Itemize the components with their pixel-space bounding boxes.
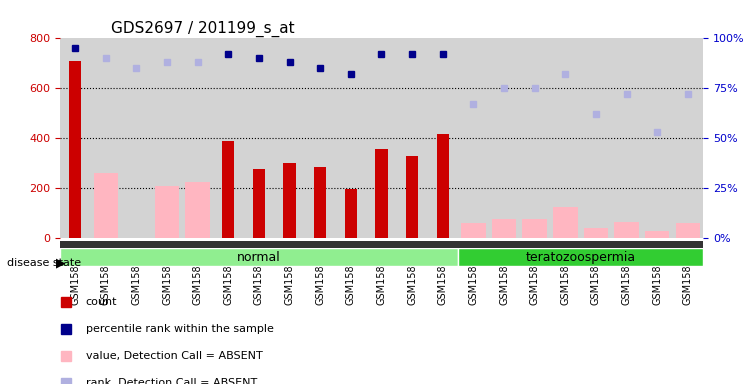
Bar xyxy=(461,223,485,238)
Text: ▶: ▶ xyxy=(56,257,66,270)
Bar xyxy=(614,222,639,238)
Text: normal: normal xyxy=(237,251,280,264)
Bar xyxy=(675,223,700,238)
Bar xyxy=(522,219,547,238)
Bar xyxy=(491,219,516,238)
Bar xyxy=(553,207,577,238)
Bar xyxy=(155,186,180,238)
Text: GDS2697 / 201199_s_at: GDS2697 / 201199_s_at xyxy=(111,21,295,37)
Bar xyxy=(94,173,118,238)
Text: disease state: disease state xyxy=(7,258,82,268)
Bar xyxy=(69,61,82,238)
Text: percentile rank within the sample: percentile rank within the sample xyxy=(85,324,274,334)
FancyBboxPatch shape xyxy=(60,248,458,266)
Bar xyxy=(406,156,418,238)
Text: count: count xyxy=(85,297,117,308)
Text: value, Detection Call = ABSENT: value, Detection Call = ABSENT xyxy=(85,351,263,361)
Bar xyxy=(314,167,326,238)
Bar xyxy=(186,182,210,238)
Bar xyxy=(437,134,449,238)
Bar xyxy=(222,141,234,238)
Bar xyxy=(283,163,295,238)
Bar xyxy=(375,149,387,238)
Text: teratozoospermia: teratozoospermia xyxy=(526,251,636,264)
Bar xyxy=(645,230,669,238)
Text: rank, Detection Call = ABSENT: rank, Detection Call = ABSENT xyxy=(85,378,257,384)
Bar xyxy=(253,169,265,238)
FancyBboxPatch shape xyxy=(458,248,703,266)
Bar xyxy=(583,228,608,238)
Bar xyxy=(345,189,357,238)
